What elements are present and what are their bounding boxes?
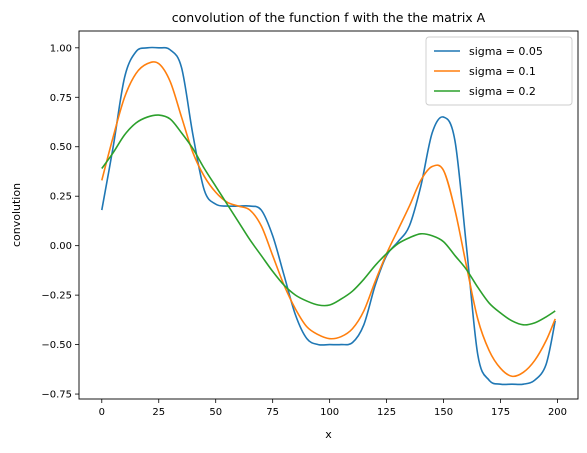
legend-box [425, 36, 573, 106]
x-axis-label: x [325, 428, 332, 441]
legend-label-2: sigma = 0.1 [469, 65, 536, 78]
x-tick-label: 0 [99, 407, 105, 418]
x-tick-label: 175 [491, 407, 510, 418]
y-tick-label: 1.00 [50, 43, 72, 54]
x-tick-label: 50 [209, 407, 222, 418]
y-axis-ticks: −0.75 −0.50 −0.25 0.00 0.25 0.50 0.75 1.00 [41, 43, 79, 401]
series-line-3 [101, 114, 556, 326]
x-tick-label: 25 [152, 407, 165, 418]
y-tick-label: 0.25 [50, 192, 72, 203]
series-layer [101, 46, 556, 386]
legend: sigma = 0.05 sigma = 0.1 sigma = 0.2 [425, 36, 573, 106]
legend-label-1: sigma = 0.05 [469, 45, 543, 58]
y-tick-label: 0.00 [50, 241, 72, 252]
x-tick-label: 100 [320, 407, 339, 418]
y-tick-label: −0.25 [41, 291, 72, 302]
x-tick-label: 75 [266, 407, 279, 418]
y-tick-label: −0.50 [41, 340, 72, 351]
x-tick-label: 200 [548, 407, 567, 418]
plot-area [101, 46, 556, 386]
chart-title: convolution of the function f with the t… [172, 10, 486, 25]
plot-frame [78, 30, 579, 400]
x-tick-label: 150 [434, 407, 453, 418]
x-axis-ticks: 0 25 50 75 100 125 150 175 200 [99, 399, 567, 418]
y-axis-label: convolution [10, 183, 23, 247]
legend-label-3: sigma = 0.2 [469, 85, 536, 98]
y-tick-label: 0.75 [50, 93, 72, 104]
y-tick-label: −0.75 [41, 390, 72, 401]
series-line-2 [101, 61, 556, 378]
y-tick-label: 0.50 [50, 142, 72, 153]
x-tick-label: 125 [377, 407, 396, 418]
series-line-1 [101, 46, 556, 386]
